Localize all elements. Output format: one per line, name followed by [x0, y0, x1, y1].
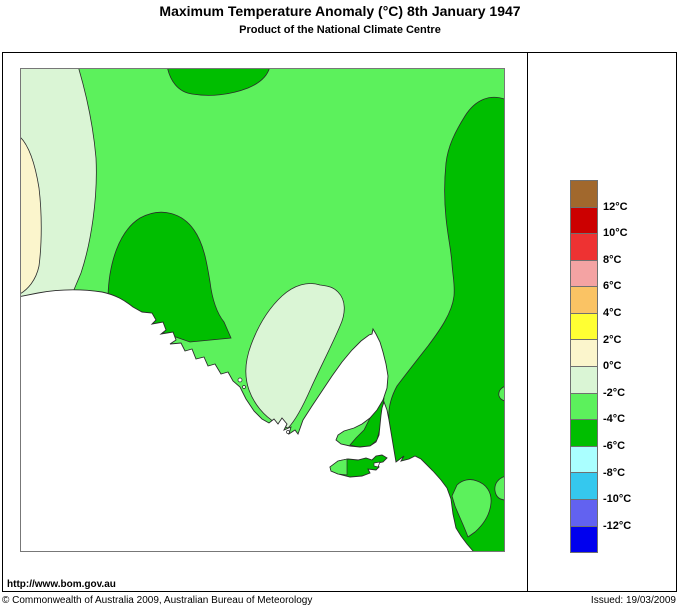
- anomaly-contour-map: [20, 68, 505, 552]
- legend-block-2: [570, 233, 598, 261]
- legend-color-scale: [570, 180, 598, 554]
- legend-label-8degC: 8°C: [603, 253, 622, 266]
- legend-block-1: [570, 206, 598, 235]
- legend-label-4degC: 4°C: [603, 307, 622, 319]
- bom-url-text: http://www.bom.gov.au: [7, 579, 116, 590]
- kangaroo-island-west-patch: [329, 458, 348, 476]
- southeast-coastal-lens-region: [451, 479, 492, 538]
- legend-label-10degC: 10°C: [603, 227, 628, 240]
- issued-date-text: Issued: 19/03/2009: [590, 595, 676, 606]
- legend-block-11: [570, 472, 598, 500]
- legend-label--2degC: -2°C: [603, 386, 626, 399]
- legend-block-10: [570, 445, 598, 474]
- legend-block-9: [570, 419, 598, 447]
- west-central-green-blob: [107, 211, 232, 343]
- map-border: [20, 68, 505, 552]
- legend-label--10degC: -10°C: [603, 493, 632, 506]
- legend-block-12: [570, 498, 598, 527]
- panel-divider: [527, 52, 528, 592]
- small-island-1: [237, 377, 243, 383]
- west-cream-sliver-region: [20, 136, 42, 295]
- ocean-region-coastline: [20, 289, 475, 552]
- legend-block-8: [570, 392, 598, 421]
- legend-label--4degC: -4°C: [603, 413, 626, 426]
- legend-label--8degC: -8°C: [603, 466, 626, 479]
- legend-label--6degC: -6°C: [603, 440, 626, 452]
- legend-block-7: [570, 366, 598, 394]
- copyright-text: © Commonwealth of Australia 2009, Austra…: [2, 595, 313, 606]
- legend-label-12degC: 12°C: [603, 200, 628, 213]
- page-subtitle: Product of the National Climate Centre: [239, 24, 441, 36]
- legend-block-0: [570, 180, 598, 208]
- legend-block-6: [570, 339, 598, 368]
- legend-label--12degC: -12°C: [603, 519, 632, 532]
- legend-block-3: [570, 259, 598, 288]
- legend-block-5: [570, 312, 598, 341]
- legend-label-6degC: 6°C: [603, 280, 622, 293]
- page-title: Maximum Temperature Anomaly (°C) 8th Jan…: [159, 3, 521, 19]
- small-island-3: [286, 430, 290, 434]
- legend-block-4: [570, 286, 598, 314]
- legend-block-13: [570, 525, 598, 554]
- legend-label-0degC: 0°C: [603, 360, 622, 373]
- kangaroo-island-inlet: [373, 461, 381, 468]
- legend-label-2degC: 2°C: [603, 333, 622, 346]
- north-central-green-blob: [167, 68, 270, 96]
- right-edge-notch-lower: [494, 475, 505, 501]
- small-island-2: [242, 385, 246, 389]
